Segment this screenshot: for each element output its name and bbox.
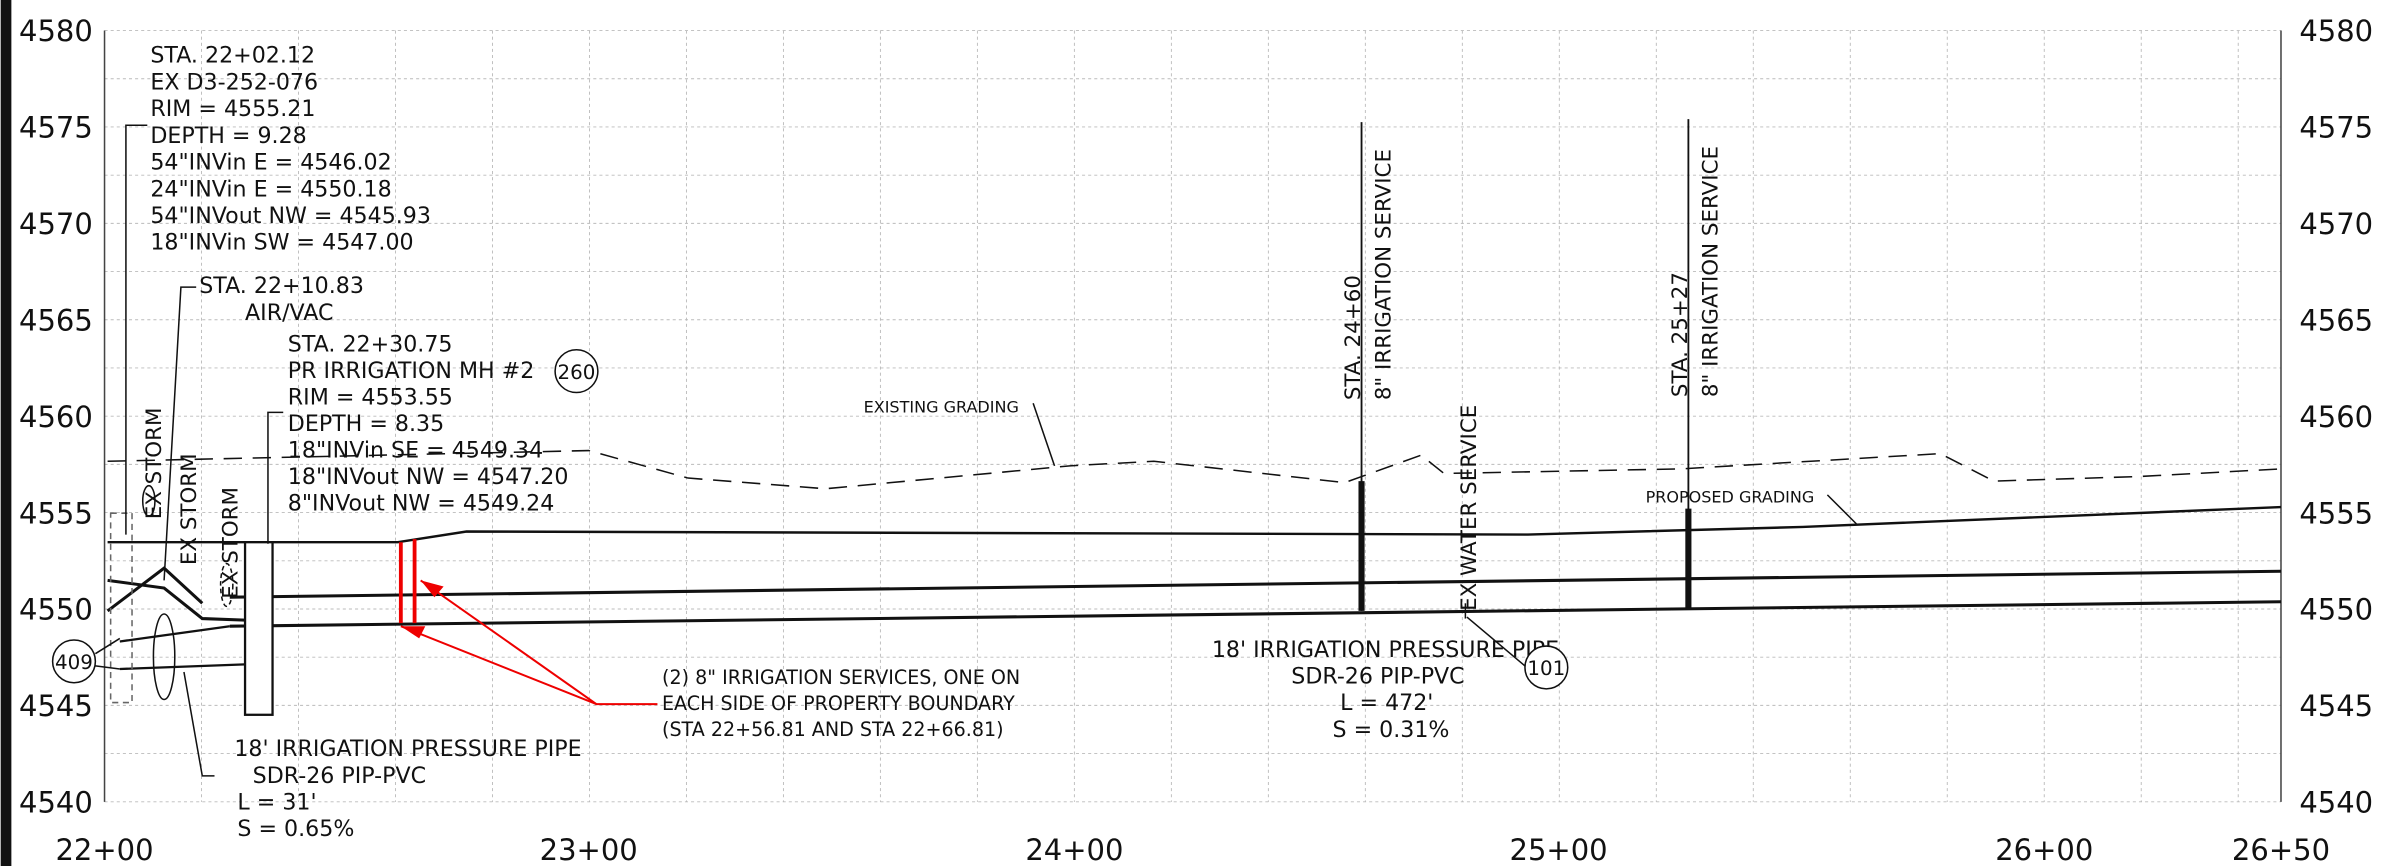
- annotation-mh2: 8"INVout NW = 4549.24: [288, 491, 555, 517]
- annotation-mh2: 18"INVin SE = 4549.34: [288, 438, 543, 464]
- annotation-service-2527: STA. 25+27: [1668, 272, 1693, 397]
- annotation-pipe-short-tag: 409: [55, 651, 93, 674]
- annotation-mh1: DEPTH = 9.28: [150, 123, 306, 149]
- annotation-pipe-main-tag: 101: [1527, 657, 1565, 680]
- manhole: [243, 541, 274, 716]
- existing-grade: [107, 449, 2282, 490]
- y-axis-label: 4555: [19, 496, 93, 530]
- annotation-ex-storm: EX STORM: [177, 453, 202, 565]
- y-axis-label: 4540: [2299, 786, 2373, 820]
- annotation-airvac: AIR/VAC: [245, 300, 333, 326]
- pipe-bend: [107, 578, 246, 622]
- grid: [104, 30, 2281, 803]
- annotation-pipe-main: 18' IRRIGATION PRESSURE PIPE: [1212, 637, 1559, 663]
- leader: [94, 637, 121, 655]
- annotation-mh1: STA. 22+02.12: [150, 43, 315, 69]
- annotation-mh2: PR IRRIGATION MH #2: [288, 358, 535, 384]
- annotation-pipe-main: SDR-26 PIP-PVC: [1291, 663, 1464, 689]
- ex-storm-pipe: [152, 613, 176, 701]
- leader: [125, 124, 148, 535]
- pipe-bend: [106, 566, 204, 613]
- y-axis-label: 4560: [19, 400, 93, 434]
- y-axis-label: 4570: [19, 207, 93, 241]
- y-axis-label: 4545: [2299, 689, 2373, 723]
- tag-circle: [51, 639, 97, 684]
- annotation-pipe-short: L = 31': [237, 789, 316, 815]
- annotation-pipe-short: S = 0.65%: [237, 816, 354, 842]
- leader: [1826, 494, 1857, 525]
- leader: [163, 286, 197, 581]
- tag-circle: [1524, 645, 1569, 690]
- annotation-service-2460: 8" IRRIGATION SERVICE: [1372, 149, 1397, 400]
- ex-structure: [109, 512, 133, 704]
- annotation-mh1: 18"INVin SW = 4547.00: [150, 230, 413, 256]
- ex-storm-pipe: [141, 484, 156, 518]
- y-axis-label: 4550: [19, 593, 93, 627]
- annotation-pipe-short: SDR-26 PIP-PVC: [253, 763, 426, 789]
- annotation-mh2: RIM = 4553.55: [288, 384, 453, 410]
- proposed-grade: [107, 505, 2282, 544]
- annotation-ex-water: EX WATER SERVICE: [1457, 405, 1482, 611]
- pipe-stub: [119, 625, 230, 643]
- x-axis-label: 23+00: [540, 833, 638, 866]
- annotation-mh1: 54"INVout NW = 4545.93: [150, 203, 431, 229]
- annotation-red-note: EACH SIDE OF PROPERTY BOUNDARY: [662, 692, 1015, 715]
- annotation-proposed-grading: PROPOSED GRADING: [1646, 487, 1815, 506]
- red-leader: [400, 625, 597, 706]
- annotation-mh1: 54"INVin E = 4546.02: [150, 150, 391, 176]
- leader: [267, 411, 284, 544]
- y-axis-label: 4555: [2299, 496, 2373, 530]
- y-axis-label: 4575: [2299, 111, 2373, 145]
- y-axis-label: 4560: [2299, 400, 2373, 434]
- x-axis-label: 22+00: [55, 833, 153, 866]
- annotation-red-note: (2) 8" IRRIGATION SERVICES, ONE ON: [662, 666, 1020, 689]
- annotation-service-2460: STA. 24+60: [1341, 275, 1366, 400]
- y-axis-label: 4565: [2299, 303, 2373, 337]
- annotation-existing-grading: EXISTING GRADING: [864, 397, 1019, 416]
- annotation-pipe-short: 18' IRRIGATION PRESSURE PIPE: [234, 736, 581, 762]
- annotation-mh2-tag: 260: [558, 361, 596, 384]
- pipe-top: [229, 569, 2282, 599]
- pipe-stub: [119, 663, 246, 671]
- y-axis-label: 4540: [19, 786, 93, 820]
- annotation-mh2: STA. 22+30.75: [288, 331, 453, 357]
- y-axis-label: 4580: [2299, 14, 2373, 48]
- annotation-ex-storm: EX STORM: [218, 487, 243, 599]
- x-axis-label: 25+00: [1510, 833, 1608, 866]
- x-axis-label: 26+00: [1995, 833, 2093, 866]
- y-axis-label: 4570: [2299, 207, 2373, 241]
- annotation-service-2527: 8" IRRIGATION SERVICE: [1698, 146, 1723, 397]
- leader: [95, 665, 120, 670]
- x-axis-label: 26+50: [2232, 833, 2330, 866]
- y-axis-label: 4575: [19, 111, 93, 145]
- leader: [1032, 402, 1056, 467]
- annotation-red-note: (STA 22+56.81 AND STA 22+66.81): [662, 718, 1004, 741]
- annotation-mh1: RIM = 4555.21: [150, 96, 315, 122]
- pipe-bottom: [229, 600, 2282, 628]
- annotation-mh1: 24"INVin E = 4550.18: [150, 176, 391, 202]
- x-axis-label: 24+00: [1025, 833, 1123, 866]
- annotation-mh2: 18"INVout NW = 4547.20: [288, 464, 569, 490]
- annotation-pipe-main: L = 472': [1340, 690, 1433, 716]
- y-axis-label: 4545: [19, 689, 93, 723]
- ex-storm-pipe: [219, 562, 234, 608]
- labels: 4580 4580 4575 4575 4570 4570 4565 4565 4560 4560…: [19, 14, 2373, 866]
- tag-circle: [554, 348, 599, 394]
- annotation-airvac: STA. 22+10.83: [199, 273, 364, 299]
- annotation-ex-storm: EX STORM: [142, 408, 167, 520]
- arrowhead: [400, 626, 426, 639]
- leader: [183, 671, 215, 777]
- annotation-pipe-main: S = 0.31%: [1333, 717, 1450, 743]
- leader: [1466, 616, 1526, 667]
- annotation-mh1: EX D3-252-076: [150, 69, 318, 95]
- y-axis-label: 4565: [19, 303, 93, 337]
- y-axis-label: 4550: [2299, 593, 2373, 627]
- y-axis-label: 4580: [19, 14, 93, 48]
- annotation-mh2: DEPTH = 8.35: [288, 411, 444, 437]
- frame-bar: [0, 0, 12, 866]
- red-leader: [420, 579, 658, 706]
- arrowhead: [420, 580, 444, 598]
